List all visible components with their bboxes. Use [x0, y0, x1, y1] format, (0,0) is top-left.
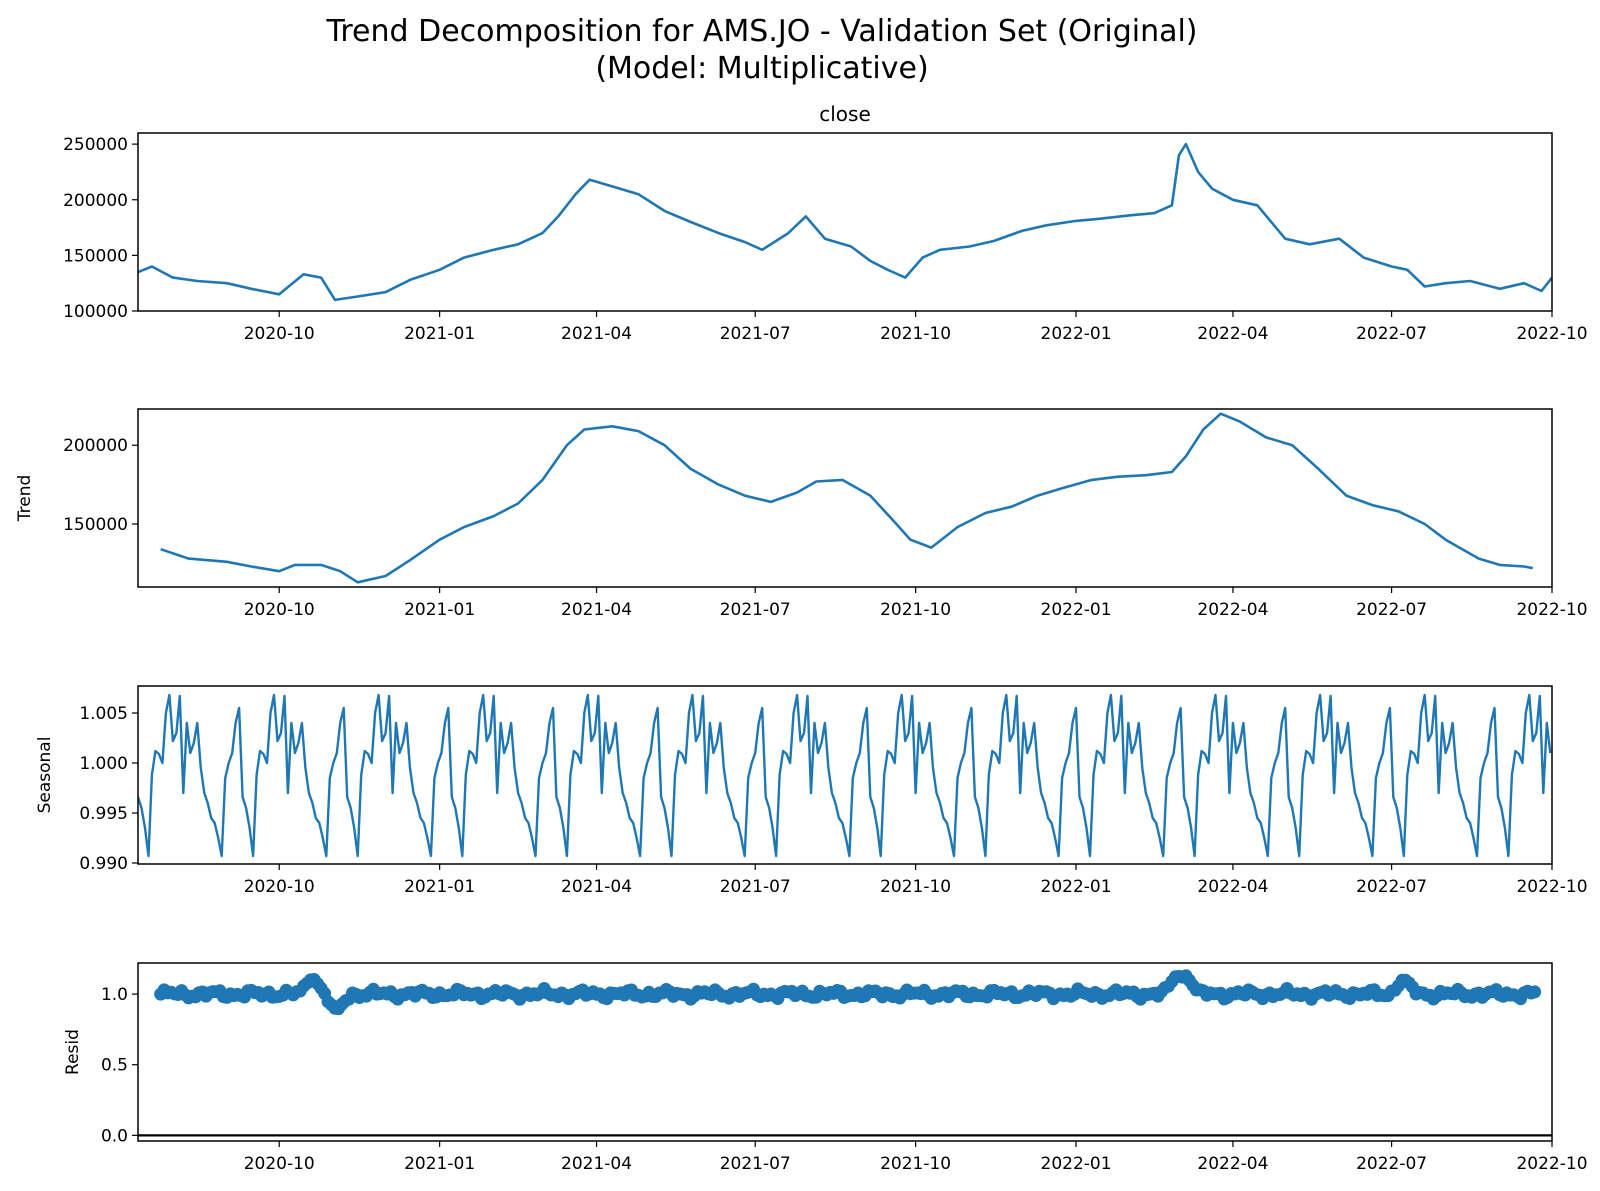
x-tick-label: 2022-10	[1516, 600, 1587, 620]
plot-area	[138, 693, 1552, 858]
subplot-3: Seasonal 0.990 0.995 1.000 1.005 2020-10 2021-…	[35, 685, 1588, 897]
x-tick-label: 2022-07	[1356, 1154, 1427, 1174]
x-tick-label: 2021-01	[404, 1154, 475, 1174]
y-tick-label: 150000	[63, 246, 128, 266]
x-tick-label: 2021-04	[561, 877, 632, 897]
subplot-1: close 100000 150000 200000 250000 2020-10 2021…	[63, 102, 1587, 344]
y-tick-label: 0.5	[101, 1056, 128, 1076]
x-tick-label: 2021-04	[561, 1154, 632, 1174]
x-tick-label: 2021-10	[880, 877, 951, 897]
x-tick-label: 2021-07	[720, 600, 791, 620]
x-tick-label: 2022-04	[1197, 1154, 1268, 1174]
x-tick-label: 2022-10	[1516, 324, 1587, 344]
x-tick-label: 2022-04	[1197, 324, 1268, 344]
y-tick-label: 1.0	[101, 985, 128, 1005]
resid-point	[1528, 985, 1542, 999]
series-line	[160, 412, 1534, 584]
x-tick-label: 2021-01	[404, 877, 475, 897]
series-line	[138, 142, 1552, 302]
y-tick-label: 0.990	[79, 854, 128, 874]
x-tick-label: 2020-10	[244, 324, 315, 344]
plot-area	[138, 142, 1552, 302]
x-tick-label: 2021-04	[561, 600, 632, 620]
x-tick-label: 2021-07	[720, 877, 791, 897]
x-tick-label: 2022-01	[1041, 1154, 1112, 1174]
plot-area	[160, 412, 1534, 584]
x-tick-label: 2020-10	[244, 877, 315, 897]
y-tick-label: 100000	[63, 302, 128, 322]
axes-frame	[137, 685, 1553, 865]
x-tick-label: 2021-01	[404, 600, 475, 620]
subplot-4: Resid 0.0 0.5 1.0 2020-10 2021-01 2021-04 2021-…	[63, 962, 1588, 1174]
x-tick-label: 2022-07	[1356, 600, 1427, 620]
x-tick-label: 2020-10	[244, 1154, 315, 1174]
figure-title-line2: (Model: Multiplicative)	[595, 51, 928, 86]
x-tick-label: 2022-01	[1041, 324, 1112, 344]
x-tick-label: 2022-10	[1516, 877, 1587, 897]
y-axis-label: Seasonal	[35, 737, 55, 814]
axes-frame	[137, 962, 1553, 1142]
y-tick-label: 250000	[63, 135, 128, 155]
y-tick-label: 150000	[63, 515, 128, 535]
x-tick-label: 2020-10	[244, 600, 315, 620]
x-tick-label: 2022-07	[1356, 877, 1427, 897]
subplot-title: close	[819, 102, 871, 126]
figure-title-line1: Trend Decomposition for AMS.JO - Validat…	[325, 14, 1197, 49]
y-tick-label: 200000	[63, 191, 128, 211]
x-tick-label: 2022-01	[1041, 600, 1112, 620]
x-tick-label: 2021-07	[720, 324, 791, 344]
subplot-2: Trend 150000 200000 2020-10 2021-01 2021-04 20…	[15, 408, 1588, 620]
axes-frame	[137, 132, 1553, 312]
y-tick-label: 0.0	[101, 1126, 128, 1146]
x-tick-label: 2022-04	[1197, 600, 1268, 620]
y-tick-label: 1.005	[79, 704, 128, 724]
subplots: close 100000 150000 200000 250000 2020-10 2021…	[15, 102, 1588, 1174]
seasonal-line	[138, 693, 1552, 858]
x-tick-label: 2022-04	[1197, 877, 1268, 897]
x-tick-label: 2021-10	[880, 1154, 951, 1174]
y-tick-label: 200000	[63, 436, 128, 456]
x-tick-label: 2021-10	[880, 600, 951, 620]
y-tick-label: 0.995	[79, 804, 128, 824]
x-tick-label: 2022-10	[1516, 1154, 1587, 1174]
axes-frame	[137, 408, 1553, 588]
x-tick-label: 2021-10	[880, 324, 951, 344]
plot-area	[138, 969, 1552, 1137]
x-tick-label: 2021-07	[720, 1154, 791, 1174]
x-tick-label: 2021-01	[404, 324, 475, 344]
y-axis-label: Resid	[63, 1029, 83, 1075]
x-tick-label: 2021-04	[561, 324, 632, 344]
y-tick-label: 1.000	[79, 754, 128, 774]
y-axis-label: Trend	[15, 475, 35, 523]
x-tick-label: 2022-07	[1356, 324, 1427, 344]
x-tick-label: 2022-01	[1041, 877, 1112, 897]
